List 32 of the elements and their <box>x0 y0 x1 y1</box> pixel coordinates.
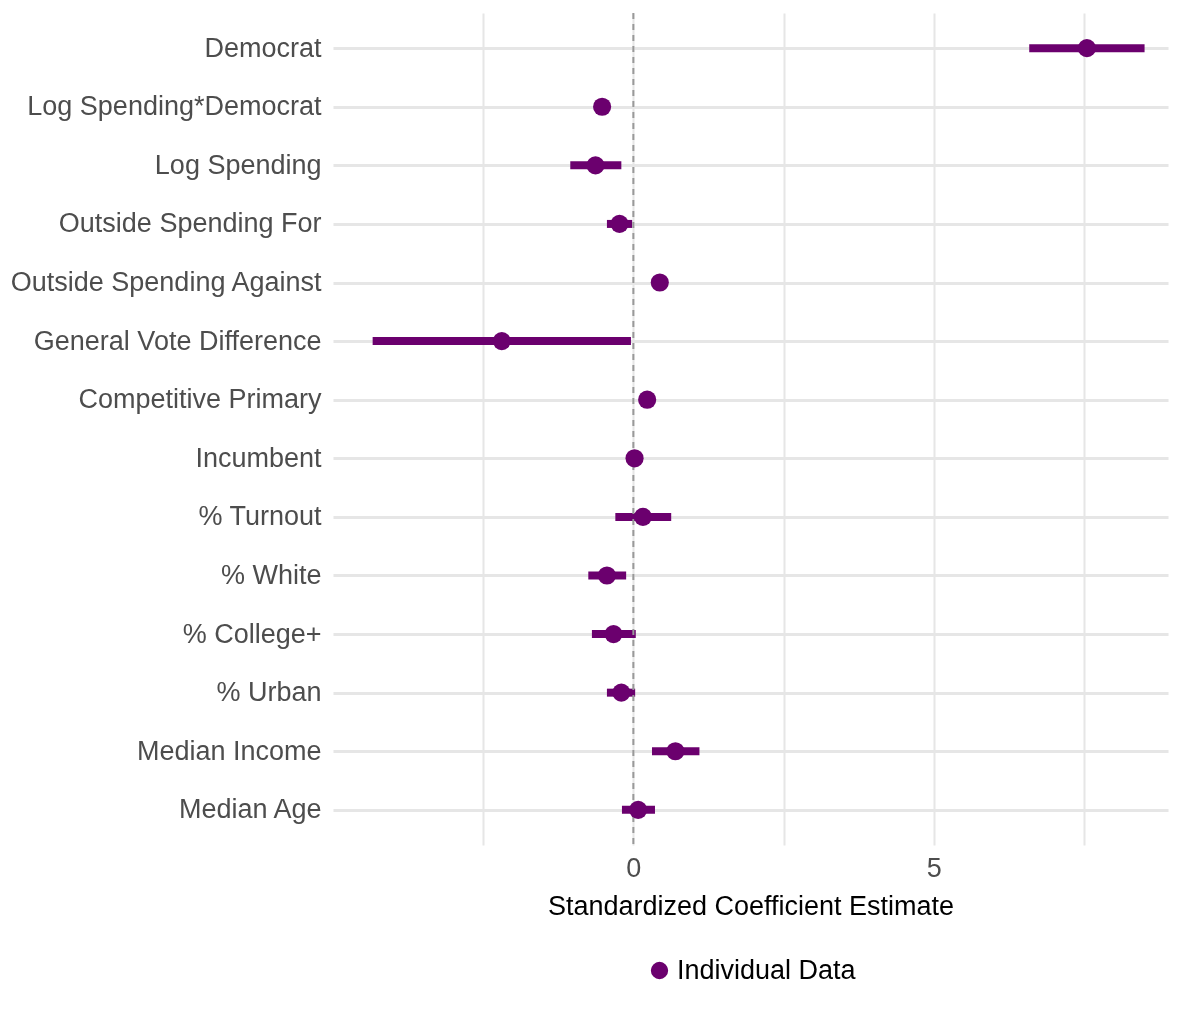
legend-label: Individual Data <box>677 954 857 985</box>
y-tick-label: Competitive Primary <box>78 384 322 415</box>
y-tick-label: General Vote Difference <box>33 325 322 356</box>
point <box>650 273 669 292</box>
point <box>638 390 657 409</box>
point <box>610 214 629 233</box>
point <box>625 449 644 468</box>
point <box>633 507 653 526</box>
y-tick-label: Democrat <box>204 32 322 63</box>
x-axis-title: Standardized Coefficient Estimate <box>547 890 955 921</box>
point <box>492 332 511 351</box>
y-tick-label: % Urban <box>216 677 322 708</box>
y-tick-label: Outside Spending For <box>58 208 322 239</box>
point <box>612 683 631 702</box>
point <box>629 800 648 819</box>
y-tick-label: Log Spending*Democrat <box>27 91 322 122</box>
y-tick-label: Median Age <box>178 794 322 825</box>
y-tick-label: % Turnout <box>198 501 322 532</box>
y-tick-label: % College+ <box>182 618 322 649</box>
point <box>593 97 612 116</box>
point <box>604 625 623 644</box>
y-tick-label: Log Spending <box>154 149 322 180</box>
point <box>586 156 605 175</box>
y-tick-label: Median Income <box>136 735 322 766</box>
x-tick-label: 0 <box>626 852 642 883</box>
point <box>597 566 617 585</box>
y-tick-label: Incumbent <box>195 442 322 473</box>
point <box>1077 39 1096 58</box>
y-tick-label: % White <box>220 559 322 590</box>
x-tick-label: 5 <box>926 852 942 883</box>
point <box>666 742 685 761</box>
y-tick-label: Outside Spending Against <box>10 267 322 298</box>
